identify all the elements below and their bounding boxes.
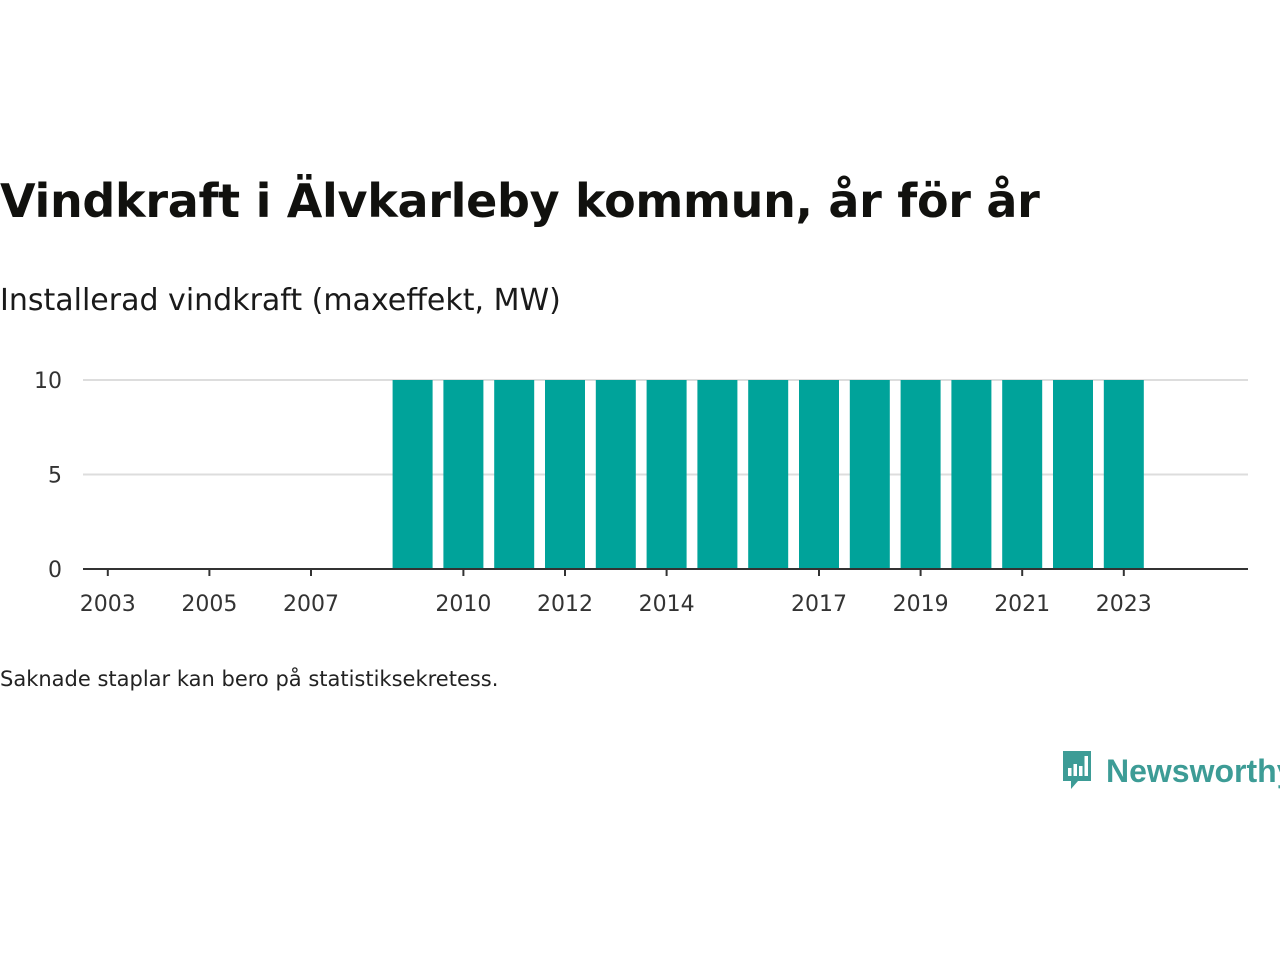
bar-2023: [1103, 380, 1144, 569]
y-tick-label: 10: [34, 369, 62, 394]
y-tick-label: 0: [48, 558, 62, 583]
bars: [392, 380, 1144, 569]
bar-2019: [900, 380, 941, 569]
x-tick-label: 2014: [639, 592, 695, 617]
chart-subtitle: Installerad vindkraft (maxeffekt, MW): [0, 283, 561, 318]
newsworthy-logo: Newsworthy: [1060, 748, 1280, 794]
bar-2016: [748, 380, 789, 569]
chart-title: Vindkraft i Älvkarleby kommun, år för år: [0, 174, 1040, 228]
x-tick-label: 2010: [435, 592, 491, 617]
bar-2021: [1002, 380, 1043, 569]
bar-2018: [849, 380, 890, 569]
x-tick-label: 2003: [80, 592, 136, 617]
x-tick-label: 2007: [283, 592, 339, 617]
bar-chart: 0 5 10 2003 2005 2007 2010 2012 2014 2017 2019 2021…: [34, 369, 1248, 617]
bar-2010: [443, 380, 484, 569]
bar-2011: [494, 380, 535, 569]
x-tick-label: 2012: [537, 592, 593, 617]
bar-2017: [799, 380, 839, 569]
newsworthy-logo-text: Newsworthy: [1106, 753, 1280, 789]
bar-2012: [545, 380, 585, 569]
x-tick-label: 2017: [791, 592, 847, 617]
bar-2013: [595, 380, 636, 569]
x-tick-label: 2021: [994, 592, 1050, 617]
bar-2014: [646, 380, 687, 569]
y-tick-label: 5: [48, 464, 62, 489]
footnote: Saknade staplar kan bero på statistiksek…: [0, 667, 499, 691]
bar-2020: [951, 380, 992, 569]
axes: 0 5 10 2003 2005 2007 2010 2012 2014 2017 2019 2021…: [34, 369, 1248, 617]
x-tick-label: 2005: [181, 592, 237, 617]
x-tick-label: 2023: [1096, 592, 1152, 617]
bar-2022: [1053, 380, 1093, 569]
x-tick-label: 2019: [893, 592, 949, 617]
bar-2009: [392, 380, 433, 569]
bar-2015: [697, 380, 738, 569]
newsworthy-logo-icon: [1063, 751, 1091, 789]
